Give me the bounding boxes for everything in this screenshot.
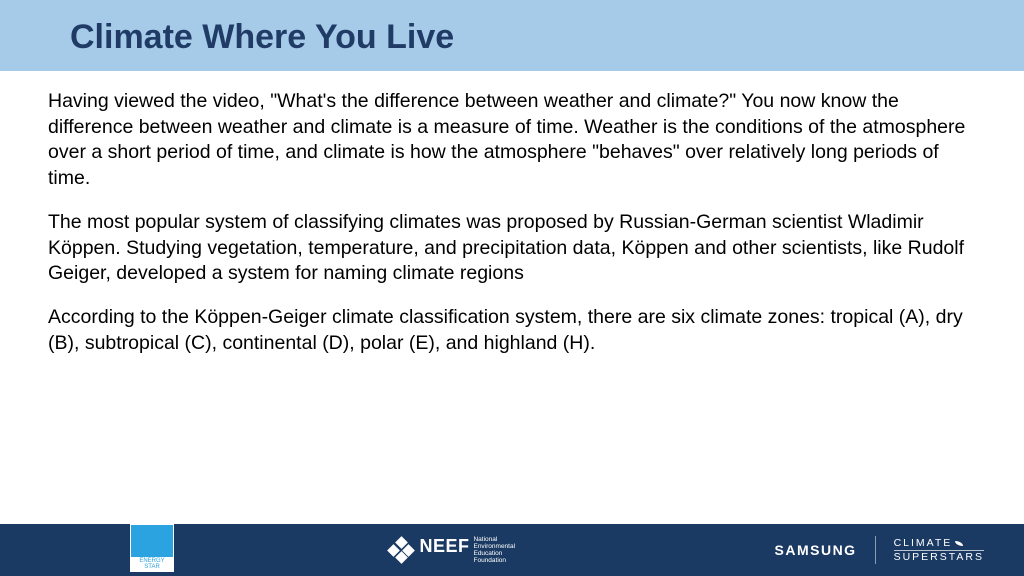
neef-diamond-icon [389,538,413,562]
footer-bar: ENERGY STAR NEEF National Environmental … [0,524,1024,576]
energystar-logo: ENERGY STAR [130,524,174,572]
divider [875,536,876,564]
paragraph-2: The most popular system of classifying c… [48,210,976,287]
paragraph-1: Having viewed the video, "What's the dif… [48,89,976,192]
body-content: Having viewed the video, "What's the dif… [0,71,1024,576]
energystar-icon [131,525,173,557]
neef-text: NEEF [419,536,469,557]
neef-subtext: National Environmental Education Foundat… [473,536,515,565]
paragraph-3: According to the Köppen-Geiger climate c… [48,305,976,356]
title-band: Climate Where You Live [0,0,1024,71]
page-title: Climate Where You Live [70,18,1024,57]
neef-logo: NEEF National Environmental Education Fo… [389,536,515,565]
climate-superstars-logo: CLIMATE SUPERSTARS [894,538,984,562]
leaf-icon [955,541,963,546]
samsung-logo: SAMSUNG [775,542,857,558]
slide: Climate Where You Live Having viewed the… [0,0,1024,576]
right-logos: SAMSUNG CLIMATE SUPERSTARS [775,536,984,564]
energystar-label: ENERGY STAR [131,557,173,571]
